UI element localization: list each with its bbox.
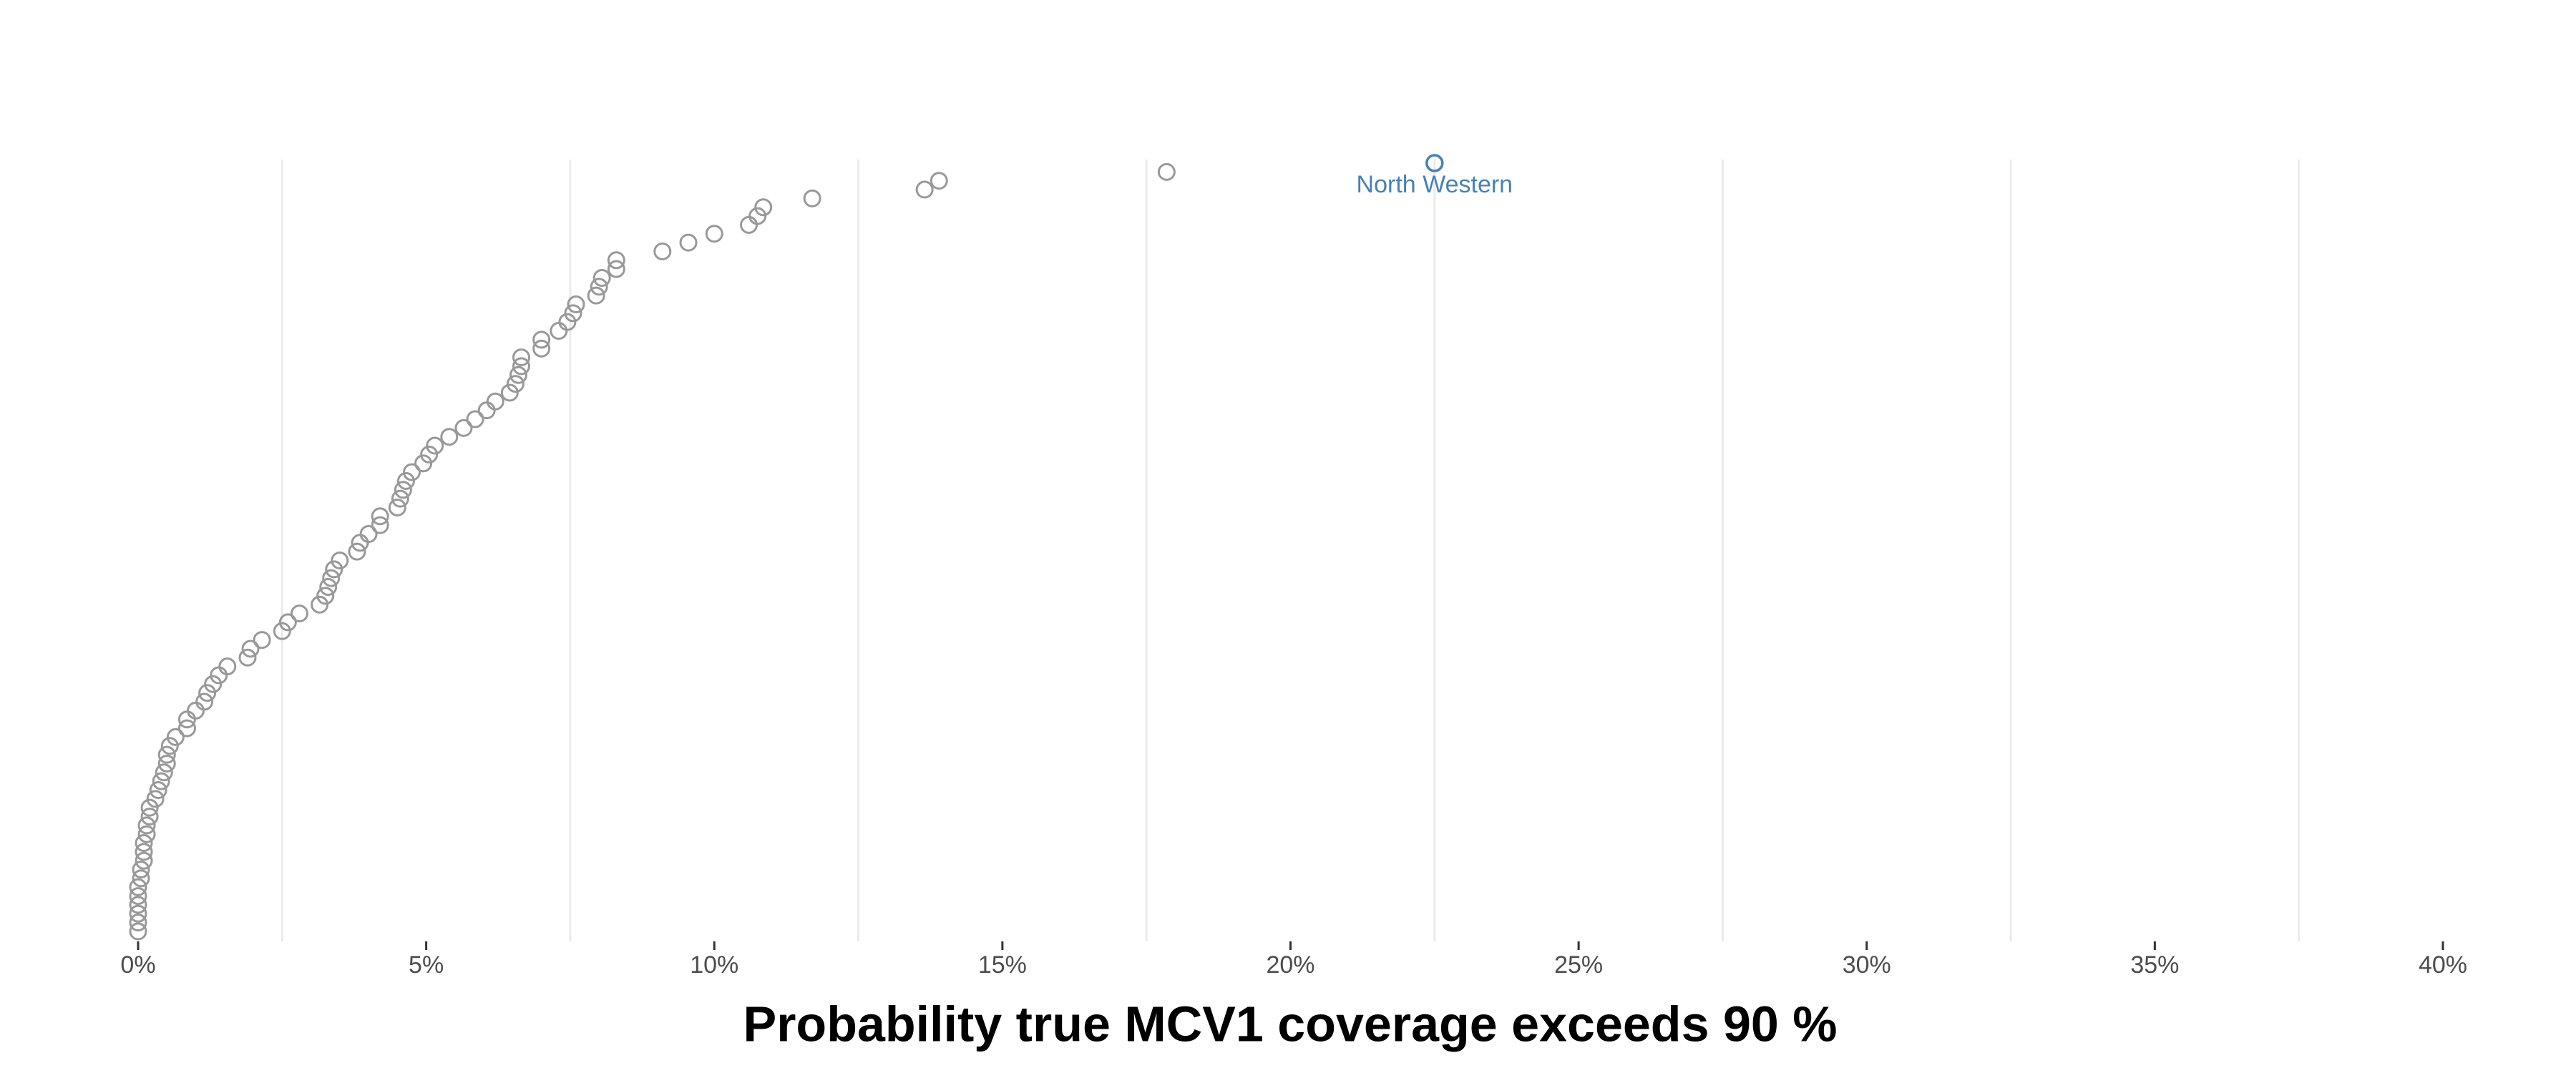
dot (351, 534, 369, 552)
dot (748, 207, 767, 225)
dot (160, 737, 179, 755)
dot (420, 445, 439, 464)
dot (319, 578, 338, 597)
dot (152, 772, 170, 790)
dot (440, 428, 459, 446)
dot (177, 719, 196, 738)
dot (135, 834, 153, 853)
dot (740, 215, 758, 234)
dot (198, 684, 217, 702)
dot (132, 861, 150, 879)
dot (129, 887, 147, 906)
dot (135, 851, 153, 870)
dot (679, 233, 698, 252)
dot (454, 418, 473, 437)
x-tick-label: 40% (2419, 951, 2467, 979)
dot (155, 763, 173, 782)
dot (137, 825, 156, 843)
dot (567, 295, 585, 314)
dot (592, 268, 611, 287)
highlight-label: North Western (1357, 171, 1513, 198)
dot (241, 640, 260, 658)
dot (238, 648, 257, 667)
dot (1157, 162, 1176, 181)
dot (311, 595, 329, 614)
dot (564, 304, 582, 323)
x-axis-title: Probability true MCV1 coverage exceeds 9… (743, 996, 1838, 1052)
dot (278, 613, 297, 632)
dot (140, 808, 159, 826)
dot (157, 754, 176, 773)
dot (140, 798, 159, 817)
dot (371, 516, 389, 534)
dot (204, 675, 223, 693)
dot (195, 692, 214, 711)
x-tick-label: 0% (120, 951, 155, 979)
dot (253, 631, 271, 650)
dot (388, 498, 406, 516)
x-tick-label: 25% (1554, 951, 1603, 979)
dot (414, 454, 433, 473)
dot (915, 180, 934, 199)
dot (532, 339, 551, 358)
dot (290, 604, 308, 623)
dot (506, 375, 525, 393)
dot (129, 896, 147, 914)
x-tick-label: 5% (409, 951, 444, 979)
dot (137, 816, 156, 835)
dot (218, 657, 237, 676)
dot (157, 745, 176, 764)
dot (391, 489, 409, 508)
dot (653, 242, 672, 260)
dot (486, 392, 504, 411)
dot (129, 922, 147, 941)
dot (166, 727, 185, 746)
x-tick-label: 20% (1266, 951, 1314, 979)
dot (550, 322, 568, 340)
dot (500, 383, 519, 402)
dot (512, 348, 530, 367)
dot (532, 330, 551, 349)
highlight-dot (1425, 154, 1444, 172)
dot (394, 481, 412, 499)
dot (322, 569, 341, 587)
dot (426, 436, 444, 455)
dot (149, 780, 167, 799)
dot (273, 622, 291, 640)
x-tick-label: 30% (1843, 951, 1891, 979)
dot (477, 401, 496, 420)
dot (930, 172, 948, 190)
dot (316, 587, 335, 605)
dot (371, 507, 389, 526)
dot (135, 843, 153, 861)
dot (146, 790, 165, 808)
dot (348, 542, 366, 561)
dot (705, 225, 723, 243)
dot (754, 198, 773, 217)
dot (402, 463, 421, 481)
dot (359, 524, 378, 543)
dot (187, 701, 205, 720)
dot (803, 189, 821, 207)
dot (466, 410, 484, 428)
dot (129, 913, 147, 932)
dot (129, 904, 147, 923)
dot (129, 878, 147, 896)
x-tick-label: 10% (690, 951, 738, 979)
dot (396, 471, 415, 490)
dot (590, 278, 608, 296)
dot (558, 313, 577, 331)
dot (607, 251, 625, 270)
dot (509, 366, 527, 384)
dot (512, 357, 530, 376)
dot (331, 552, 349, 570)
dot (587, 286, 605, 305)
dot (607, 260, 625, 278)
dot (132, 869, 150, 888)
x-tick-label: 15% (978, 951, 1027, 979)
x-tick-label: 35% (2130, 951, 2179, 979)
dot (325, 560, 343, 579)
